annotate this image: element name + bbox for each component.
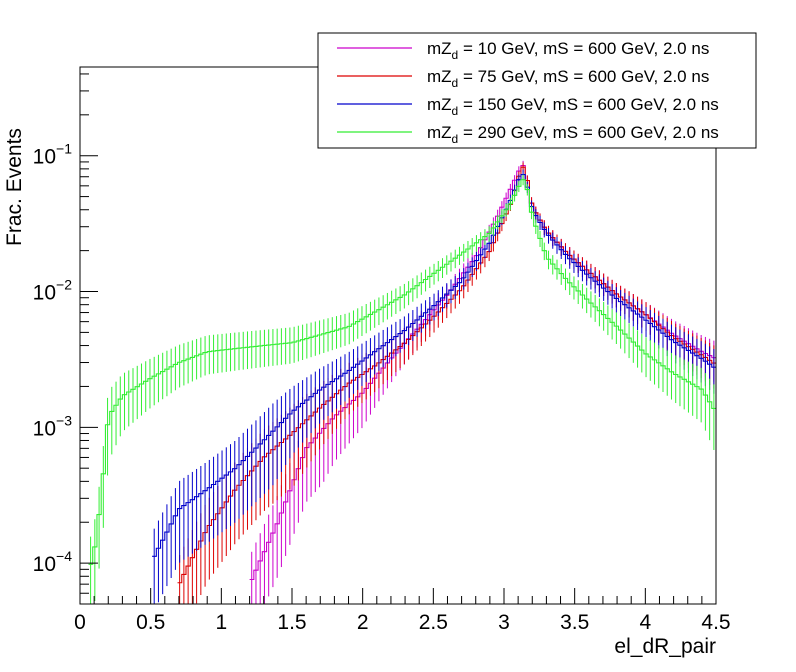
legend-entry-label: mZd = 290 GeV, mS = 600 GeV, 2.0 ns (427, 123, 719, 146)
legend-entry-label: mZd = 150 GeV, mS = 600 GeV, 2.0 ns (427, 95, 719, 118)
axes-layer: 0 0.5 1 1.5 2 2.5 3 3.5 4 4.5 10−4 10−3 10−2 10−1 (33, 66, 731, 634)
x-tick-label: 2 (357, 611, 369, 634)
series-line (152, 174, 716, 557)
series-layer (88, 160, 716, 604)
x-axis-title: el_dR_pair (614, 635, 716, 658)
legend-entry-label: mZd = 75 GeV, mS = 600 GeV, 2.0 ns (427, 67, 709, 90)
legend-entry-label: mZd = 10 GeV, mS = 600 GeV, 2.0 ns (427, 39, 709, 62)
x-tick-label: 3.5 (560, 611, 589, 634)
series-3 (152, 169, 716, 604)
series-line (88, 179, 716, 565)
series-4 (88, 174, 716, 604)
y-tick-label: 10−2 (33, 277, 73, 305)
y-tick-label: 10−1 (33, 141, 73, 169)
y-tick-label: 10−4 (33, 548, 73, 576)
x-tick-label: 4.5 (701, 611, 730, 634)
x-tick-label: 3 (498, 611, 510, 634)
series-2 (177, 162, 716, 604)
series-line (177, 166, 716, 584)
y-tick-label: 10−3 (33, 412, 73, 440)
x-tick-label: 2.5 (419, 611, 448, 634)
x-tick-label: 0.5 (136, 611, 165, 634)
x-tick-label: 1.5 (277, 611, 306, 634)
legend: mZd = 10 GeV, mS = 600 GeV, 2.0 ns mZd = … (317, 32, 757, 149)
legend-box (317, 32, 757, 149)
y-axis-title: Frac. Events (3, 128, 26, 246)
x-tick-label: 1 (215, 611, 227, 634)
x-tick-label: 4 (639, 611, 651, 634)
x-tick-label: 0 (74, 611, 86, 634)
